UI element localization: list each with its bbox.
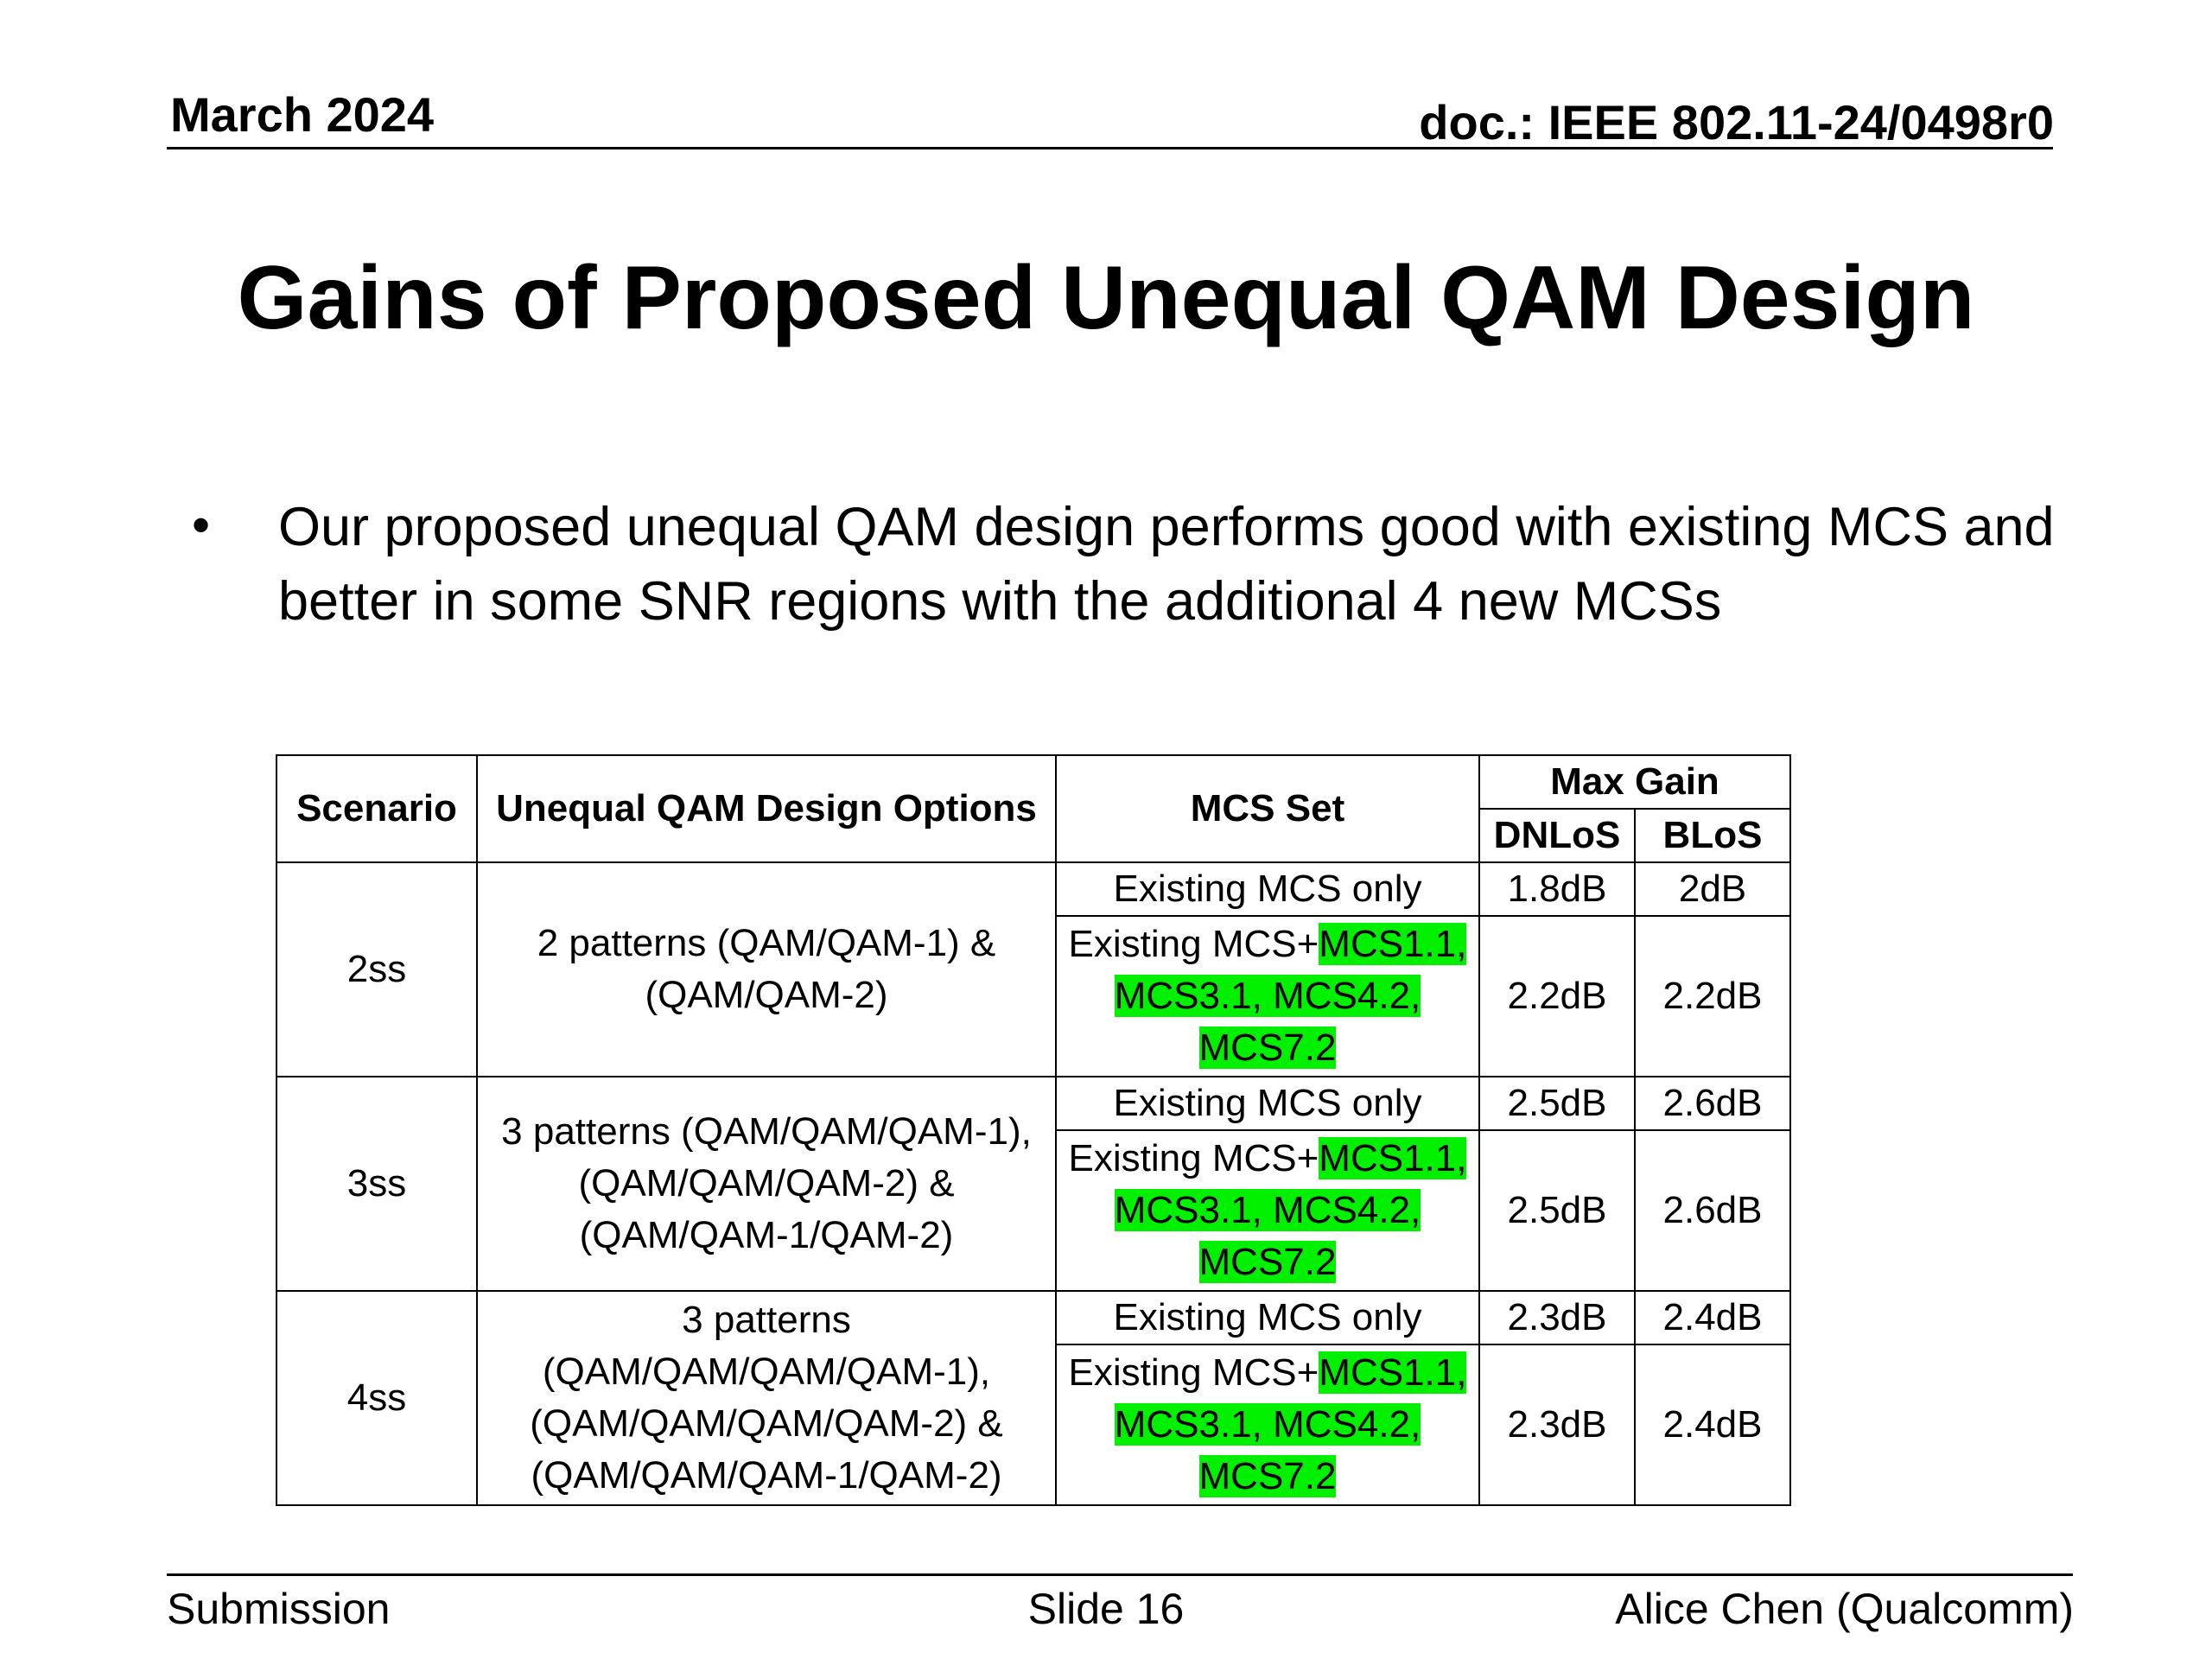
new-mcs-highlight: MCS3.1, MCS4.2, [1114, 975, 1421, 1017]
dnlos-gain-cell: 2.3dB [1478, 1344, 1636, 1506]
footer-slide-number: Slide 16 [1027, 1585, 1185, 1633]
header-max-gain: Max Gain [1478, 754, 1791, 810]
header-blos: BLoS [1634, 808, 1791, 863]
new-mcs-highlight: MCS7.2 [1198, 1027, 1337, 1069]
mcs-set-existing-cell: Existing MCS only [1055, 861, 1480, 917]
blos-gain-cell: 2.4dB [1634, 1290, 1791, 1345]
dnlos-gain-cell: 2.5dB [1478, 1129, 1636, 1292]
header-design-options: Unequal QAM Design Options [476, 754, 1057, 863]
mcs-set-existing-cell: Existing MCS only [1055, 1076, 1480, 1131]
table-row: 2ss 2 patterns (QAM/QAM-1) & (QAM/QAM-2) E… [276, 861, 1791, 1077]
design-options-cell: 3 patterns (QAM/QAM/QAM/QAM-1), (QAM/QAM… [476, 1290, 1057, 1506]
table-row: Existing MCS+MCS1.1, MCS3.1, MCS4.2, MCS7.… [276, 915, 1791, 1077]
table-row: Existing MCS+MCS1.1, MCS3.1, MCS4.2, MCS7.… [276, 1344, 1791, 1506]
design-options-cell: 2 patterns (QAM/QAM-1) & (QAM/QAM-2) [476, 861, 1057, 1077]
scenario-cell: 4ss [276, 1290, 478, 1506]
new-mcs-highlight: MCS1.1, [1319, 1351, 1467, 1394]
header-scenario: Scenario [276, 754, 478, 863]
mcs-set-new-cell: Existing MCS+MCS1.1, MCS3.1, MCS4.2, MCS7.… [1055, 915, 1480, 1077]
mcs-prefix: Existing MCS+ [1068, 1137, 1319, 1179]
mcs-set-new-cell: Existing MCS+MCS1.1, MCS3.1, MCS4.2, MCS7.… [1055, 1344, 1480, 1506]
mcs-set-new-cell: Existing MCS+MCS1.1, MCS3.1, MCS4.2, MCS7.… [1055, 1129, 1480, 1292]
mcs-set-existing-cell: Existing MCS only [1055, 1290, 1480, 1345]
scenario-cell: 2ss [276, 861, 478, 1077]
table-row: Existing MCS+MCS1.1, MCS3.1, MCS4.2, MCS7.… [276, 1129, 1791, 1292]
new-mcs-highlight: MCS1.1, [1319, 923, 1467, 965]
new-mcs-highlight: MCS7.2 [1198, 1241, 1337, 1283]
header-divider [167, 147, 2053, 149]
design-options-cell: 3 patterns (QAM/QAM/QAM-1), (QAM/QAM/QAM… [476, 1076, 1057, 1292]
blos-gain-cell: 2.6dB [1634, 1129, 1791, 1292]
table-row: 4ss 3 patterns (QAM/QAM/QAM/QAM-1), (QAM/… [276, 1290, 1791, 1506]
blos-gain-cell: 2.4dB [1634, 1344, 1791, 1506]
blos-gain-cell: 2.2dB [1634, 915, 1791, 1077]
dnlos-gain-cell: 2.3dB [1478, 1290, 1636, 1345]
gains-table: Scenario Unequal QAM Design Options MCS … [276, 754, 1791, 1506]
blos-gain-cell: 2.6dB [1634, 1076, 1791, 1131]
bullet-text: Our proposed unequal QAM design performs… [278, 497, 2055, 632]
dnlos-gain-cell: 1.8dB [1478, 861, 1636, 917]
header-date: March 2024 [170, 87, 435, 142]
new-mcs-highlight: MCS7.2 [1198, 1455, 1337, 1497]
mcs-prefix: Existing MCS+ [1068, 1351, 1319, 1394]
table-row: 3ss 3 patterns (QAM/QAM/QAM-1), (QAM/QAM/… [276, 1076, 1791, 1292]
scenario-cell: 3ss [276, 1076, 478, 1292]
mcs-prefix: Existing MCS+ [1068, 923, 1319, 965]
footer-divider [167, 1573, 2073, 1576]
header-mcs-set: MCS Set [1055, 754, 1480, 863]
blos-gain-cell: 2dB [1634, 861, 1791, 917]
footer-submission: Submission [167, 1585, 391, 1633]
bullet-symbol: • [192, 496, 211, 554]
new-mcs-highlight: MCS3.1, MCS4.2, [1114, 1403, 1421, 1446]
header-dnlos: DNLoS [1478, 808, 1636, 863]
new-mcs-highlight: MCS3.1, MCS4.2, [1114, 1189, 1421, 1231]
dnlos-gain-cell: 2.2dB [1478, 915, 1636, 1077]
new-mcs-highlight: MCS1.1, [1319, 1137, 1467, 1179]
header-doc-number: doc.: IEEE 802.11-24/0498r0 [1419, 95, 2054, 149]
slide-title: Gains of Proposed Unequal QAM Design [237, 248, 1975, 348]
dnlos-gain-cell: 2.5dB [1478, 1076, 1636, 1131]
footer-author: Alice Chen (Qualcomm) [1615, 1585, 2074, 1633]
